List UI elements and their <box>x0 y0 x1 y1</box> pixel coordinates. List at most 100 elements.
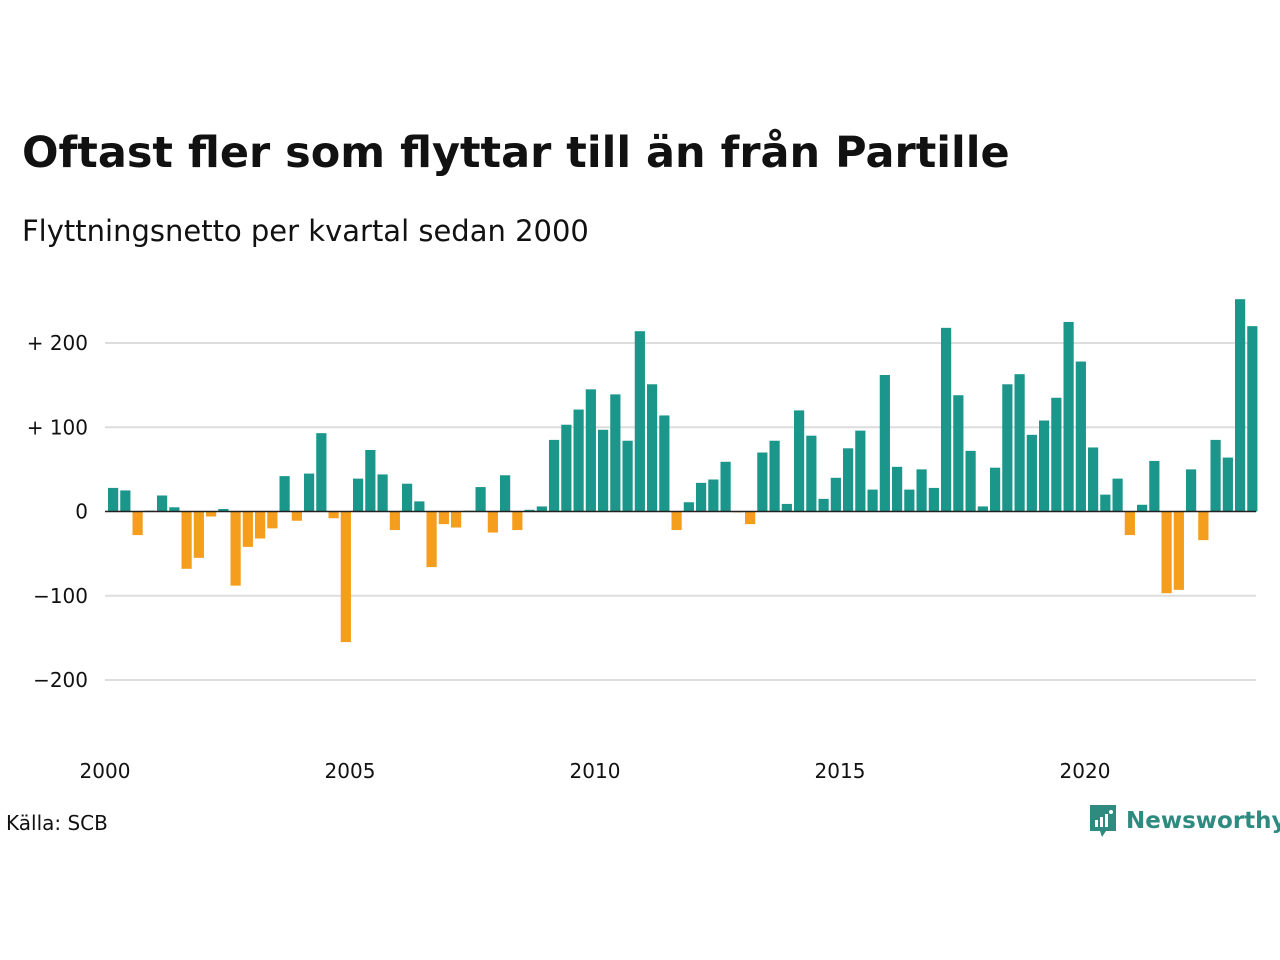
bar-2001-q2 <box>169 507 180 512</box>
y-tick-label: + 100 <box>27 415 88 439</box>
bar-2021-q1 <box>1137 504 1148 512</box>
bar-2005-q4 <box>389 511 400 531</box>
x-tick-label: 2000 <box>80 759 131 783</box>
bar-2022-q2 <box>1198 511 1209 541</box>
bar-2011-q2 <box>659 415 670 512</box>
bar-2002-q2 <box>218 508 229 512</box>
bar-2009-q3 <box>573 409 584 512</box>
chart-subtitle: Flyttningsnetto per kvartal sedan 2000 <box>22 214 589 248</box>
bar-2019-q2 <box>1051 397 1062 512</box>
bar-2015-q3 <box>867 489 878 512</box>
bar-2002-q3 <box>230 511 241 586</box>
bar-2014-q4 <box>830 477 841 512</box>
bar-2005-q1 <box>353 478 364 512</box>
bar-2016-q3 <box>916 469 927 512</box>
bar-2004-q3 <box>328 511 339 519</box>
bar-2004-q4 <box>340 511 351 643</box>
bar-2002-q4 <box>242 511 253 547</box>
bar-2022-q3 <box>1210 439 1221 512</box>
bar-2010-q2 <box>610 394 621 512</box>
chart-title: Oftast fler som flyttar till än från Par… <box>22 128 1010 178</box>
bar-2020-q3 <box>1112 478 1123 512</box>
bar-2013-q1 <box>745 511 756 525</box>
bar-2018-q3 <box>1014 374 1025 512</box>
bar-2007-q1 <box>451 511 462 528</box>
bar-2014-q3 <box>818 498 829 512</box>
bar-2022-q4 <box>1222 457 1233 512</box>
bar-2023-q1 <box>1235 299 1246 512</box>
bar-2005-q2 <box>365 450 376 512</box>
bar-2004-q1 <box>304 473 315 512</box>
bar-2003-q1 <box>255 511 266 539</box>
bar-2020-q2 <box>1100 494 1111 512</box>
bar-2002-q1 <box>206 511 217 517</box>
bar-2003-q4 <box>291 511 302 521</box>
bar-2017-q2 <box>953 395 964 512</box>
bar-2008-q2 <box>512 511 523 531</box>
bar-2019-q1 <box>1039 420 1050 512</box>
bar-2003-q3 <box>279 476 290 512</box>
bar-2008-q1 <box>500 475 511 512</box>
source-note: Källa: SCB <box>6 811 108 835</box>
bar-2008-q4 <box>536 506 547 512</box>
bar-2000-q2 <box>120 490 131 512</box>
y-tick-label: −100 <box>33 584 88 608</box>
bar-2018-q4 <box>1026 434 1037 512</box>
bar-2016-q1 <box>892 466 903 512</box>
brand-name: Newsworthy <box>1126 808 1280 834</box>
bar-2016-q4 <box>928 487 939 512</box>
bar-chart: + 200 + 100 0 −100 −200 2000 2005 2010 2015 2020 <box>27 299 1258 783</box>
x-tick-label: 2015 <box>815 759 866 783</box>
bar-2013-q3 <box>769 440 780 512</box>
bar-2009-q2 <box>561 424 572 512</box>
bar-2011-q3 <box>671 511 682 531</box>
bar-2014-q2 <box>806 435 817 512</box>
x-axis-ticks: 2000 2005 2010 2015 2020 <box>80 759 1111 783</box>
bar-2018-q2 <box>1002 384 1013 512</box>
bar-2016-q2 <box>904 489 915 512</box>
bar-2011-q1 <box>647 384 658 512</box>
bar-2012-q1 <box>696 482 707 512</box>
bar-2006-q4 <box>438 511 449 525</box>
bar-2015-q1 <box>843 448 854 512</box>
x-tick-label: 2020 <box>1060 759 1111 783</box>
bar-2005-q3 <box>377 474 388 512</box>
bars <box>108 299 1258 643</box>
bar-2022-q1 <box>1186 469 1197 512</box>
bar-2006-q1 <box>402 483 413 512</box>
bar-2001-q4 <box>193 511 204 558</box>
bar-2009-q4 <box>585 389 596 512</box>
bar-2007-q4 <box>487 511 498 533</box>
bar-2023-q2 <box>1247 326 1258 512</box>
bar-2001-q1 <box>157 495 168 512</box>
x-tick-label: 2005 <box>325 759 376 783</box>
y-tick-label: + 200 <box>27 331 88 355</box>
bar-2007-q3 <box>475 487 486 512</box>
bar-2000-q1 <box>108 487 119 512</box>
bar-2009-q1 <box>549 439 560 512</box>
bar-2013-q2 <box>757 452 768 512</box>
bar-2004-q2 <box>316 433 327 512</box>
bar-2010-q4 <box>634 331 645 512</box>
bar-2008-q3 <box>524 509 535 512</box>
bar-2020-q1 <box>1088 447 1099 512</box>
newsworthy-icon <box>1090 805 1116 837</box>
bar-2019-q4 <box>1075 361 1086 512</box>
bar-2019-q3 <box>1063 321 1074 512</box>
y-tick-label: 0 <box>75 500 88 524</box>
bar-2001-q3 <box>181 511 192 569</box>
bar-2006-q3 <box>426 511 437 568</box>
bar-2017-q4 <box>977 506 988 512</box>
bar-2006-q2 <box>414 501 425 512</box>
x-tick-label: 2010 <box>570 759 621 783</box>
bar-2021-q4 <box>1173 511 1184 590</box>
bar-2018-q1 <box>990 467 1001 512</box>
bar-2015-q4 <box>879 375 890 512</box>
bar-2013-q4 <box>781 503 792 512</box>
bar-2010-q1 <box>598 429 609 512</box>
bar-2021-q2 <box>1149 460 1160 512</box>
bar-2014-q1 <box>794 410 805 512</box>
bar-2011-q4 <box>683 502 694 512</box>
bar-2010-q3 <box>622 440 633 512</box>
bar-2017-q1 <box>941 327 952 512</box>
